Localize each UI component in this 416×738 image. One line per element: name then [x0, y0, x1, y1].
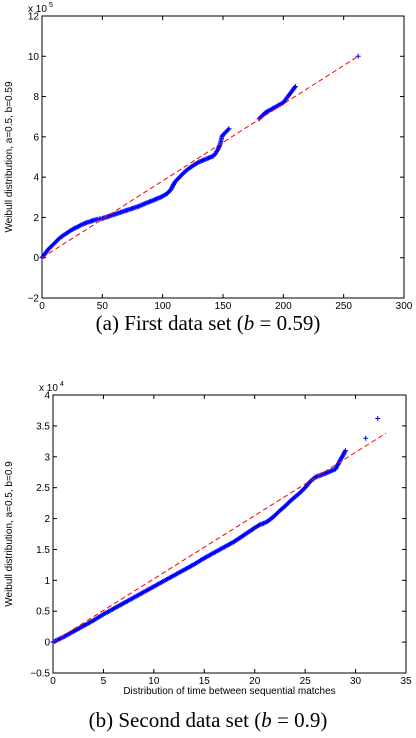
y-tick-label: 12	[28, 12, 40, 23]
x-tick-label: 250	[335, 301, 352, 311]
y-tick-label: 3	[44, 452, 50, 463]
y-exponent-power: 4	[60, 381, 64, 388]
x-tick-label: 0	[39, 301, 45, 311]
y-tick-label: 4	[33, 173, 39, 184]
x-axis-label: Distribution of time between sequential …	[123, 686, 335, 697]
data-point-marker	[355, 53, 361, 59]
series-markers-b	[50, 415, 381, 645]
plot-frame-a	[41, 15, 405, 299]
y-tick-label: −0.5	[30, 669, 50, 680]
y-axis-label: Weibull distribution, a=0.5, b=0.59	[4, 81, 15, 232]
x-tick-label: 20	[249, 676, 261, 687]
x-tick-label: 300	[396, 301, 413, 311]
y-exponent-label: x 10	[39, 383, 58, 394]
caption-a: (a) First data set (b = 0.59)	[0, 311, 416, 336]
y-tick-label: 1	[44, 576, 50, 587]
x-tick-label: 200	[275, 301, 292, 311]
fit-reference-line	[41, 55, 359, 259]
y-tick-label: 3.5	[36, 421, 50, 432]
caption-b: (b) Second data set (b = 0.9)	[0, 708, 416, 733]
chart-b-svg: 0 5 10 15 20 25 30 35−0.500.511.522.533.54x 10 4…	[4, 381, 412, 697]
x-tick-label: 35	[400, 676, 412, 687]
y-axis-label: Weibull distribution, a=0.5, b=0.9	[4, 461, 15, 607]
data-point-marker	[363, 435, 369, 441]
y-tick-label: 10	[28, 52, 40, 63]
y-tick-label: −2	[28, 294, 40, 305]
data-point-marker	[292, 84, 298, 89]
data-point-marker	[292, 85, 298, 91]
series-markers-a	[39, 53, 361, 261]
caption-a-math-rest: = 0.59)	[254, 311, 321, 335]
caption-a-prefix: (a) First data set (	[95, 311, 244, 335]
y-exponent-power: 5	[49, 2, 53, 9]
data-point-marker	[342, 449, 348, 455]
x-tick-label: 15	[199, 676, 211, 687]
y-exponent-label: x 10	[28, 4, 47, 15]
y-tick-label: 2	[33, 213, 39, 224]
x-tick-label: 5	[101, 676, 107, 687]
data-point-marker	[342, 448, 348, 454]
y-tick-label: 2.5	[36, 483, 50, 494]
plot-frame-b	[52, 394, 407, 674]
caption-b-math-var: b	[261, 708, 272, 732]
data-point-marker	[226, 126, 232, 132]
y-tick-label: 1.5	[36, 545, 50, 556]
y-tick-label: 0.5	[36, 607, 50, 618]
y-tick-label: 0	[33, 253, 39, 264]
x-tick-label: 50	[97, 301, 109, 311]
chart-panel-b: 0 5 10 15 20 25 30 35 −0.5 0 0.5 1 1.5 2 2.5 3 3.5 4 x 10 4…	[0, 369, 416, 738]
x-tick-label: 30	[350, 676, 362, 687]
y-tick-label: 6	[33, 132, 39, 143]
caption-b-math-rest: = 0.9)	[271, 708, 328, 732]
caption-b-prefix: (b) Second data set (	[88, 708, 262, 732]
x-tick-label: 100	[154, 301, 171, 311]
x-tick-label: 10	[148, 676, 160, 687]
x-tick-label: 25	[300, 676, 312, 687]
caption-a-math-var: b	[243, 311, 255, 335]
y-tick-label: 0	[44, 638, 50, 649]
x-tick-label: 150	[215, 301, 232, 311]
y-tick-label: 2	[44, 514, 50, 525]
data-point-marker	[225, 127, 231, 133]
data-point-marker	[375, 415, 381, 421]
y-tick-label: 8	[33, 92, 39, 103]
fit-reference-line	[52, 432, 387, 643]
y-tick-label: 4	[44, 391, 50, 402]
x-tick-label: 0	[50, 676, 56, 687]
